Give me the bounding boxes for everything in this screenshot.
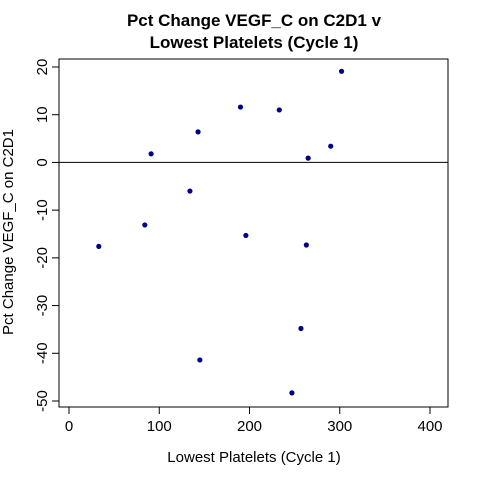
data-point <box>303 242 309 248</box>
x-axis: 0 100 200 300 400 <box>65 406 443 435</box>
data-point <box>328 143 334 149</box>
x-tick-label: 300 <box>327 418 352 435</box>
y-axis: -50 -40 -30 -20 -10 0 10 20 <box>34 59 60 412</box>
y-tick-label: 10 <box>34 106 51 123</box>
data-point <box>289 390 295 396</box>
data-point <box>195 129 201 135</box>
data-point <box>298 325 304 332</box>
y-tick-label: -40 <box>34 342 51 364</box>
data-point <box>187 188 193 194</box>
x-tick-label: 200 <box>237 418 262 435</box>
y-tick-label: 0 <box>34 158 51 166</box>
chart-title-line-2: Lowest Platelets (Cycle 1) <box>150 33 359 52</box>
data-point <box>96 243 102 250</box>
x-axis-label: Lowest Platelets (Cycle 1) <box>167 449 340 466</box>
data-points <box>96 68 345 396</box>
data-point <box>338 68 345 74</box>
y-tick-label: -20 <box>34 247 51 269</box>
chart-title-line-1: Pct Change VEGF_C on C2D1 v <box>127 11 382 30</box>
y-tick-label: -10 <box>34 199 51 221</box>
data-point <box>148 151 154 157</box>
x-tick-label: 400 <box>417 418 442 435</box>
data-point <box>305 155 311 161</box>
data-point <box>237 104 244 110</box>
x-tick-label: 0 <box>65 418 73 435</box>
y-tick-label: 20 <box>34 59 51 76</box>
x-tick-label: 100 <box>147 418 172 435</box>
data-point <box>243 232 249 239</box>
y-tick-label: -30 <box>34 295 51 317</box>
y-axis-label: Pct Change VEGF_C on C2D1 <box>0 129 17 335</box>
data-point <box>197 357 203 363</box>
y-tick-label: -50 <box>34 390 51 412</box>
data-point <box>276 107 282 113</box>
data-point <box>142 222 148 228</box>
plot-area-frame <box>58 58 449 408</box>
